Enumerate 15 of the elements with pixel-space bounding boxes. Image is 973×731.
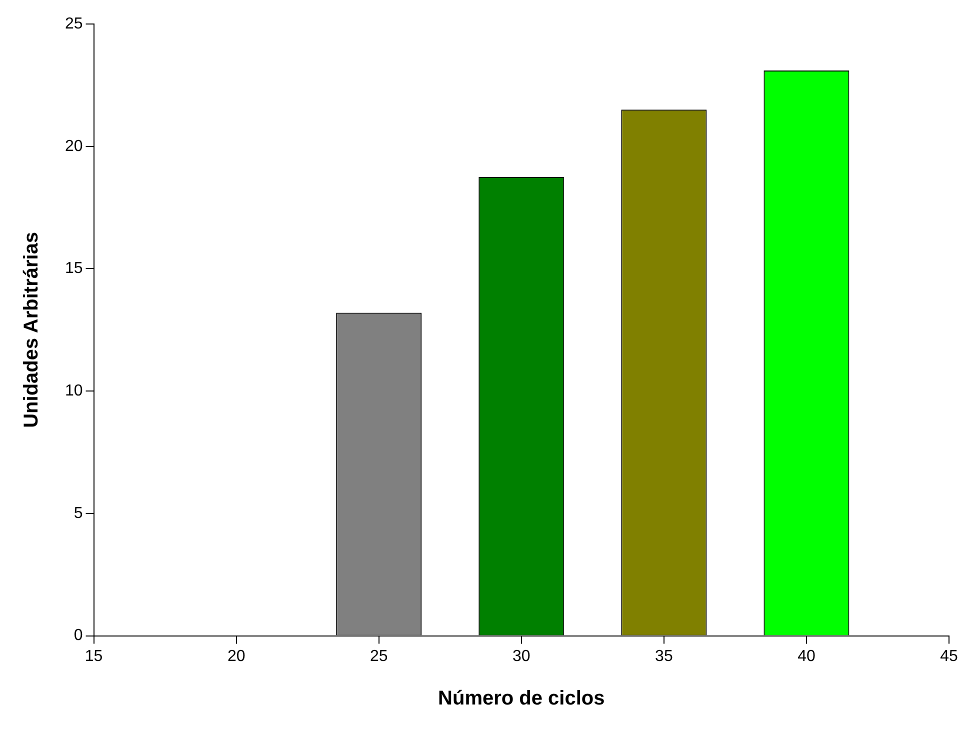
y-tick-label: 25 bbox=[65, 15, 83, 32]
y-tick-label: 15 bbox=[65, 260, 83, 278]
x-tick-label: 30 bbox=[512, 648, 530, 665]
y-tick-label: 20 bbox=[65, 138, 83, 155]
x-tick-label: 25 bbox=[370, 648, 388, 665]
y-axis-title: Unidades Arbitrárias bbox=[20, 232, 43, 428]
x-tick-label: 20 bbox=[227, 648, 246, 665]
y-tick-label: 10 bbox=[65, 382, 83, 400]
x-tick-label: 40 bbox=[798, 648, 816, 665]
y-tick-label: 5 bbox=[74, 504, 83, 522]
x-tick-label: 45 bbox=[940, 648, 958, 665]
x-tick-label: 35 bbox=[655, 648, 673, 665]
x-tick-label: 15 bbox=[84, 648, 103, 665]
y-tick-label: 0 bbox=[74, 627, 83, 644]
x-axis-title: Número de ciclos bbox=[438, 688, 605, 710]
